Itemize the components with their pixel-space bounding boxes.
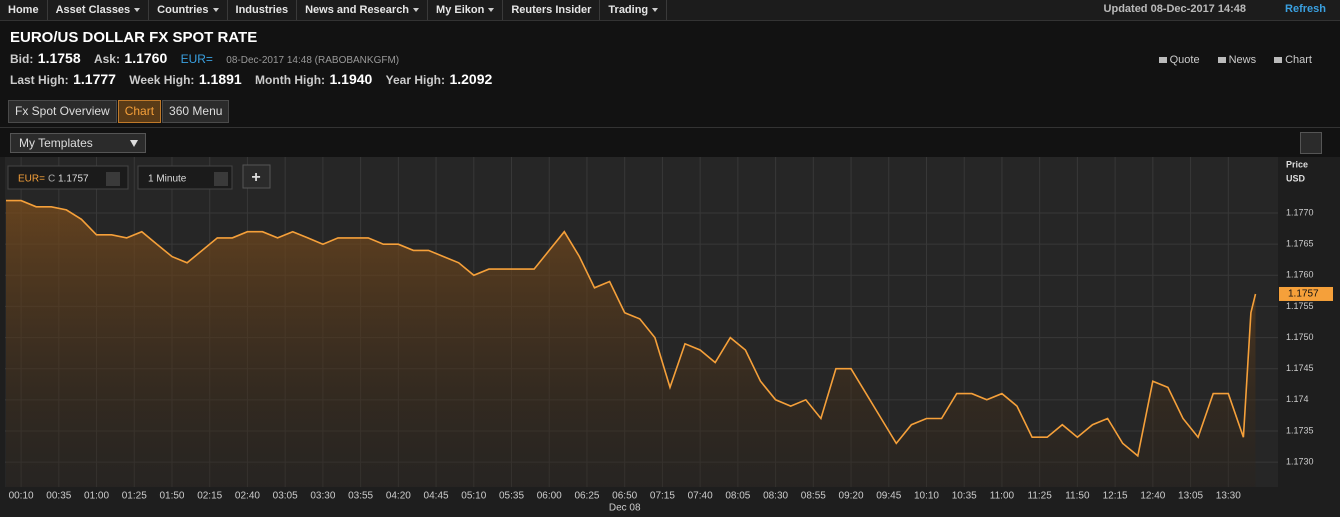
x-tick-label: 06:00 — [537, 491, 562, 502]
x-tick-label: 08:55 — [801, 491, 826, 502]
x-tick-label: 13:05 — [1178, 491, 1203, 502]
y-tick-label: 1.1765 — [1286, 239, 1314, 249]
refresh[interactable]: Refresh — [1285, 3, 1326, 15]
templates: My Templates — [19, 136, 93, 150]
nav-item[interactable]: Countries — [149, 0, 228, 20]
highs-row: Last High: 1.1777 Week High: 1.1891 Mont… — [10, 71, 492, 89]
nav-item[interactable]: Trading — [600, 0, 668, 20]
tab[interactable]: Fx Spot Overview — [8, 100, 117, 123]
axis-unit: USD — [1286, 173, 1306, 183]
label: Bid: — [10, 52, 34, 66]
value: 1.1760 — [124, 50, 168, 66]
last-price-tag — [1279, 286, 1333, 301]
x-tick-label: 12:40 — [1140, 491, 1165, 502]
add-button[interactable] — [242, 164, 271, 189]
y-tick-label: 1.1755 — [1286, 301, 1314, 311]
x-tick-label: 09:20 — [839, 491, 864, 502]
x-tick-label: 01:25 — [122, 491, 147, 502]
nav-item[interactable]: My Eikon — [428, 0, 504, 20]
x-tick-label: 03:05 — [273, 491, 298, 502]
updated: Updated 08-Dec-2017 14:48 — [1103, 3, 1246, 15]
divider — [0, 127, 1340, 128]
value: 1.2092 — [449, 71, 493, 87]
value: 1.1758 — [37, 50, 81, 66]
nav-item[interactable]: Home — [0, 0, 48, 20]
y-tick-label: 1.1730 — [1286, 456, 1314, 466]
y-tick-label: 1.1745 — [1286, 363, 1314, 373]
axis-title: Price — [1286, 159, 1308, 169]
x-tick-label: 08:05 — [725, 491, 750, 502]
label: Last High: — [10, 73, 69, 87]
links: Quote News Chart — [1141, 50, 1312, 68]
print-button[interactable] — [1300, 132, 1322, 154]
label: Week High: — [129, 73, 195, 87]
x-tick-label: 02:40 — [235, 491, 260, 502]
label: Ask: — [93, 52, 120, 66]
price-line — [6, 199, 1257, 458]
x-tick-label: 08:30 — [763, 491, 788, 502]
ric[interactable]: EUR= — [180, 52, 213, 66]
timestamp: 08-Dec-2017 14:48 (RABOBANKGFM) — [226, 55, 400, 66]
nav-item[interactable]: Industries — [228, 0, 298, 20]
tabs: Fx Spot Overview Chart 360 Menu — [8, 100, 230, 123]
link[interactable]: Quote — [1159, 54, 1200, 66]
x-tick-label: 06:25 — [574, 491, 599, 502]
y-tick-label: 1.1735 — [1286, 425, 1314, 435]
x-tick-label: 04:20 — [386, 491, 411, 502]
x-tick-label: 03:30 — [310, 491, 335, 502]
x-tick-label: 02:15 — [197, 491, 222, 502]
x-tick-label: 05:10 — [461, 491, 486, 502]
x-tick-label: 01:50 — [159, 491, 184, 502]
label: Month High: — [255, 73, 326, 87]
link[interactable]: News — [1218, 54, 1257, 66]
templates-dropdown[interactable]: My Templates — [10, 133, 146, 153]
y-tick-label: 1.1760 — [1286, 270, 1314, 280]
x-tick-label: 10:35 — [952, 491, 977, 502]
quote-row: Bid: 1.1758 Ask: 1.1760 EUR= 08-Dec-2017… — [10, 50, 399, 68]
last-price-label: 1.1757 — [1288, 289, 1319, 300]
add[interactable]: + — [251, 169, 260, 186]
tab[interactable]: 360 Menu — [162, 100, 230, 123]
x-tick-label: 10:10 — [914, 491, 939, 502]
x-tick-label: 07:40 — [688, 491, 713, 502]
x-tick-label: 13:30 — [1216, 491, 1241, 502]
y-tick-label: 1.1750 — [1286, 332, 1314, 342]
y-tick-label: 1.1770 — [1286, 207, 1314, 217]
price-prefix: C — [48, 174, 55, 185]
x-tick-label: 11:50 — [1065, 491, 1090, 502]
x-tick-label: 03:55 — [348, 491, 373, 502]
nav-item[interactable]: Reuters Insider — [503, 0, 601, 20]
x-tick-label: 04:45 — [424, 491, 449, 502]
value: 1.1940 — [329, 71, 373, 87]
interval[interactable]: 1 Minute — [148, 174, 187, 185]
label: Year High: — [385, 73, 446, 87]
nav-bar: Home Asset Classes Countries Industries News… — [0, 0, 1340, 21]
nav-item[interactable]: News and Research — [297, 0, 429, 20]
value: 1.1891 — [198, 71, 242, 87]
x-group-label: Dec 08 — [609, 503, 641, 514]
nav-item[interactable]: Asset Classes — [48, 0, 150, 20]
series-name: EUR= — [18, 174, 45, 185]
title: EURO/US DOLLAR FX SPOT RATE — [10, 29, 258, 46]
last-price: 1.1757 — [58, 174, 89, 185]
area — [6, 200, 1256, 487]
chart: 1.1730 1.1735 1.174 1.1745 1.1750 1.1755 1.176… — [0, 157, 1340, 517]
x-tick-label: 11:00 — [990, 491, 1015, 502]
x-tick-label: 11:25 — [1028, 491, 1053, 502]
link[interactable]: Chart — [1274, 54, 1312, 66]
x-tick-label: 09:45 — [876, 491, 901, 502]
x-tick-label: 00:35 — [46, 491, 71, 502]
x-tick-label: 07:15 — [650, 491, 675, 502]
value: 1.1777 — [73, 71, 116, 87]
x-tick-label: 00:10 — [9, 491, 34, 502]
tab[interactable]: Chart — [117, 100, 162, 123]
y-tick-label: 1.174 — [1286, 394, 1309, 404]
x-tick-label: 06:50 — [612, 491, 637, 502]
x-tick-label: 05:35 — [499, 491, 524, 502]
x-tick-label: 12:15 — [1103, 491, 1128, 502]
x-tick-label: 01:00 — [84, 491, 109, 502]
